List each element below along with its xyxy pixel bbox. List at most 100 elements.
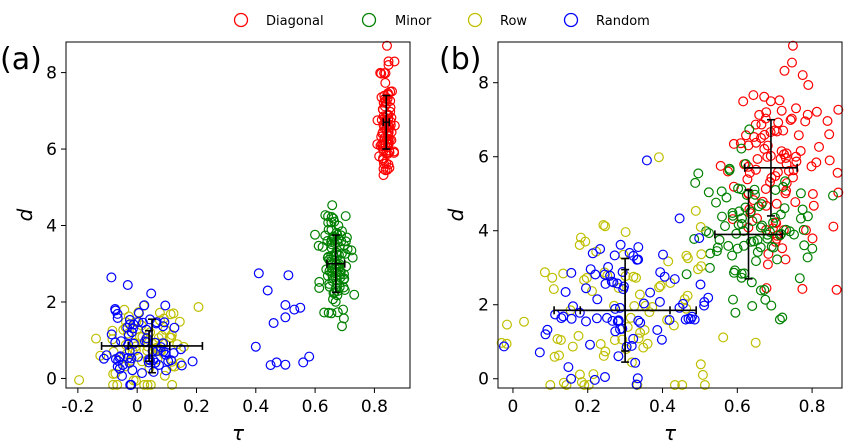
point-diagonal-85 bbox=[778, 125, 789, 136]
point-diagonal-13 bbox=[797, 283, 808, 294]
point-random-68 bbox=[542, 324, 553, 335]
legend-entry-row: Row bbox=[467, 12, 527, 29]
point-random-6 bbox=[595, 244, 606, 255]
point-random-23 bbox=[534, 347, 545, 358]
point-diagonal-10 bbox=[793, 130, 804, 141]
point-diagonal-30 bbox=[389, 56, 400, 67]
point-random-77 bbox=[268, 318, 279, 329]
point-diagonal-97 bbox=[764, 177, 775, 188]
point-row-65 bbox=[166, 332, 177, 343]
point-minor-48 bbox=[732, 243, 743, 254]
point-minor-70 bbox=[693, 168, 704, 179]
point-random-37 bbox=[633, 315, 644, 326]
point-minor-15 bbox=[788, 229, 799, 240]
point-random-74 bbox=[141, 324, 152, 335]
point-diagonal-74 bbox=[379, 122, 390, 133]
point-diagonal-30 bbox=[790, 197, 801, 208]
point-minor-89 bbox=[339, 285, 350, 296]
point-minor-83 bbox=[710, 197, 721, 208]
point-row-18 bbox=[600, 346, 611, 357]
point-minor-41 bbox=[795, 188, 806, 199]
point-minor-22 bbox=[704, 262, 715, 273]
point-minor-52 bbox=[752, 235, 763, 246]
point-diagonal-9 bbox=[802, 109, 813, 120]
point-random-20 bbox=[169, 322, 180, 333]
point-random-8 bbox=[591, 313, 602, 324]
point-random-52 bbox=[601, 312, 612, 323]
point-diagonal-93 bbox=[786, 57, 797, 68]
point-row-26 bbox=[681, 250, 692, 261]
point-diagonal-32 bbox=[759, 91, 770, 102]
point-minor-57 bbox=[690, 177, 701, 188]
point-row-63 bbox=[574, 369, 585, 380]
point-diagonal-91 bbox=[787, 40, 798, 51]
point-diagonal-96 bbox=[813, 141, 824, 152]
point-random-48 bbox=[645, 287, 656, 298]
point-minor-25 bbox=[827, 190, 838, 201]
point-row-44 bbox=[629, 301, 640, 312]
point-minor-73 bbox=[777, 312, 788, 323]
point-random-77 bbox=[617, 267, 628, 278]
point-diagonal-67 bbox=[832, 167, 843, 178]
point-random-52 bbox=[110, 304, 121, 315]
point-diagonal-19 bbox=[797, 70, 808, 81]
point-minor-79 bbox=[727, 208, 738, 219]
ytick-label-4: 8 bbox=[46, 64, 57, 84]
point-diagonal-80 bbox=[833, 104, 844, 115]
point-minor-98 bbox=[327, 276, 338, 287]
point-minor-82 bbox=[334, 261, 345, 272]
point-row-76 bbox=[622, 322, 633, 333]
point-minor-51 bbox=[749, 189, 760, 200]
panel-b-xlabel: τ bbox=[664, 421, 677, 445]
point-random-40 bbox=[635, 317, 646, 328]
point-random-45 bbox=[566, 373, 577, 384]
point-row-80 bbox=[558, 268, 569, 279]
panel-a-frame bbox=[65, 41, 411, 389]
point-diagonal-107 bbox=[740, 130, 751, 141]
point-row-84 bbox=[518, 316, 529, 327]
point-row-16 bbox=[579, 275, 590, 286]
legend-label-diagonal: Diagonal bbox=[266, 14, 324, 29]
point-random-22 bbox=[101, 350, 112, 361]
point-diagonal-46 bbox=[375, 67, 386, 78]
point-minor-24 bbox=[341, 261, 352, 272]
point-row-27 bbox=[548, 284, 559, 295]
point-row-36 bbox=[655, 280, 666, 291]
point-row-73 bbox=[682, 290, 693, 301]
point-diagonal-74 bbox=[790, 103, 801, 114]
point-minor-42 bbox=[766, 300, 777, 311]
point-random-41 bbox=[106, 329, 117, 340]
point-random-5 bbox=[566, 267, 577, 278]
point-random-20 bbox=[628, 333, 639, 344]
point-random-43 bbox=[680, 314, 691, 325]
legend: Diagonal Minor Row Random bbox=[233, 12, 650, 29]
point-minor-6 bbox=[326, 212, 337, 223]
point-random-14 bbox=[148, 366, 159, 377]
point-minor-86 bbox=[329, 231, 340, 242]
point-row-53 bbox=[586, 286, 597, 297]
xtick-label-3: 0.4 bbox=[242, 397, 269, 417]
point-random-17 bbox=[615, 239, 626, 250]
point-random-1 bbox=[652, 325, 663, 336]
point-random-42 bbox=[160, 349, 171, 360]
point-random-55 bbox=[590, 269, 601, 280]
point-row-48 bbox=[502, 319, 513, 330]
point-minor-27 bbox=[799, 240, 810, 251]
point-minor-90 bbox=[766, 241, 777, 252]
point-row-49 bbox=[588, 369, 599, 380]
point-diagonal-6 bbox=[800, 116, 811, 127]
point-random-7 bbox=[176, 360, 187, 371]
ytick-label-2: 4 bbox=[478, 222, 489, 242]
point-row-12 bbox=[690, 205, 701, 216]
xtick-label-1: 0 bbox=[132, 397, 143, 417]
point-diagonal-61 bbox=[822, 115, 833, 126]
point-diagonal-101 bbox=[777, 243, 788, 254]
point-minor-74 bbox=[689, 234, 700, 245]
point-diagonal-88 bbox=[378, 97, 389, 108]
point-diagonal-65 bbox=[381, 158, 392, 169]
point-diagonal-102 bbox=[759, 129, 770, 140]
point-row-5 bbox=[545, 380, 556, 391]
point-row-79 bbox=[579, 380, 590, 391]
point-diagonal-8 bbox=[808, 200, 819, 211]
